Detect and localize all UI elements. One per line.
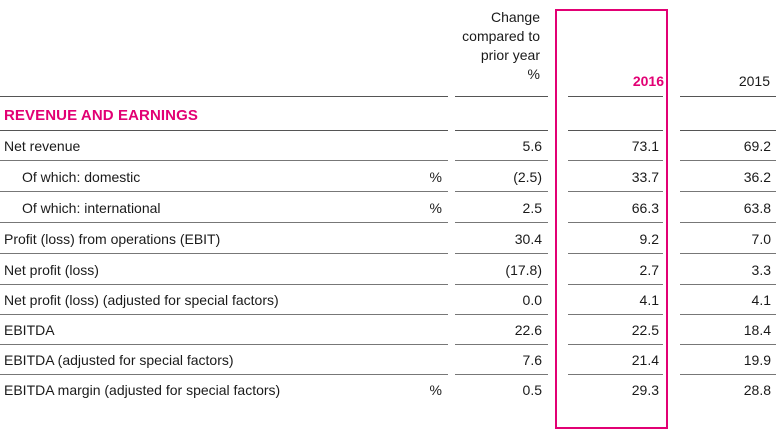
table-row: Net revenue 5.6 73.1 69.2 [0, 131, 776, 161]
row-value-2016: 22.5 [631, 322, 659, 338]
row-change: (2.5) [513, 169, 542, 185]
row-rule [455, 314, 548, 315]
row-rule [0, 253, 448, 254]
row-rule [568, 191, 663, 192]
row-value-2016: 4.1 [639, 292, 659, 308]
header-rule [680, 96, 776, 97]
row-rule [0, 374, 448, 375]
row-label: Net profit (loss) (adjusted for special … [4, 292, 279, 308]
row-value-2016: 9.2 [639, 231, 659, 247]
row-value-2016: 29.3 [631, 382, 659, 398]
row-rule [680, 284, 776, 285]
row-rule [0, 284, 448, 285]
row-label: Net revenue [4, 138, 81, 154]
row-label: EBITDA (adjusted for special factors) [4, 352, 234, 368]
row-value-2016: 2.7 [639, 262, 659, 278]
row-rule [568, 160, 663, 161]
row-value-2015: 63.8 [743, 200, 771, 216]
row-rule [568, 222, 663, 223]
row-rule [455, 284, 548, 285]
row-rule [680, 344, 776, 345]
header-rule [0, 96, 448, 97]
row-rule [568, 284, 663, 285]
section-rule [680, 130, 776, 131]
row-rule [680, 191, 776, 192]
table-row: Net profit (loss) (17.8) 2.7 3.3 [0, 255, 776, 285]
row-rule [680, 160, 776, 161]
row-change: 30.4 [514, 231, 542, 247]
row-value-2015: 28.8 [743, 382, 771, 398]
row-value-2016: 73.1 [631, 138, 659, 154]
row-rule [680, 374, 776, 375]
table-row: EBITDA (adjusted for special factors) 7.… [0, 345, 776, 375]
row-value-2016: 21.4 [631, 352, 659, 368]
row-rule [680, 222, 776, 223]
row-label: Of which: domestic [22, 169, 141, 185]
financial-table: Change compared to prior year % 2016 201… [0, 8, 776, 429]
header-change-line: compared to [462, 28, 540, 44]
section-rule [455, 130, 548, 131]
row-unit: % [429, 169, 442, 185]
row-value-2015: 4.1 [751, 292, 771, 308]
header-change-line: % [527, 66, 540, 82]
table-row: Profit (loss) from operations (EBIT) 30.… [0, 224, 776, 254]
table-row: Of which: international % 2.5 66.3 63.8 [0, 193, 776, 223]
row-rule [0, 222, 448, 223]
row-label: EBITDA [4, 322, 55, 338]
row-change: 2.5 [522, 200, 542, 216]
row-label: Of which: international [22, 200, 161, 216]
row-label: EBITDA margin (adjusted for special fact… [4, 382, 281, 398]
row-rule [680, 314, 776, 315]
header-year-2015: 2015 [738, 73, 770, 89]
row-value-2015: 36.2 [743, 169, 771, 185]
row-rule [568, 253, 663, 254]
row-rule [0, 344, 448, 345]
row-change: 5.6 [522, 138, 542, 154]
section-rule [568, 130, 663, 131]
row-change: 7.6 [522, 352, 542, 368]
row-label: Profit (loss) from operations (EBIT) [4, 231, 221, 247]
current-year-highlight-box [555, 9, 668, 429]
row-rule [680, 253, 776, 254]
row-change: (17.8) [505, 262, 542, 278]
section-rule [0, 130, 448, 131]
row-value-2015: 69.2 [743, 138, 771, 154]
table-row: EBITDA margin (adjusted for special fact… [0, 375, 776, 405]
header-change: Change compared to prior year % [440, 8, 540, 84]
row-rule [568, 344, 663, 345]
row-value-2015: 19.9 [743, 352, 771, 368]
row-unit: % [429, 382, 442, 398]
row-rule [455, 253, 548, 254]
row-rule [568, 374, 663, 375]
row-label: Net profit (loss) [4, 262, 99, 278]
row-value-2016: 66.3 [631, 200, 659, 216]
row-rule [568, 314, 663, 315]
row-value-2015: 3.3 [751, 262, 771, 278]
row-rule [0, 160, 448, 161]
row-rule [455, 160, 548, 161]
row-rule [455, 191, 548, 192]
row-value-2015: 7.0 [751, 231, 771, 247]
row-change: 0.0 [522, 292, 542, 308]
row-unit: % [429, 200, 442, 216]
row-change: 22.6 [514, 322, 542, 338]
row-rule [455, 374, 548, 375]
section-title: REVENUE AND EARNINGS [4, 107, 198, 124]
row-value-2016: 33.7 [631, 169, 659, 185]
header-year-2016: 2016 [632, 73, 664, 89]
row-change: 0.5 [522, 382, 542, 398]
header-change-line: Change [490, 9, 540, 25]
row-value-2015: 18.4 [743, 322, 771, 338]
row-rule [0, 314, 448, 315]
row-rule [455, 344, 548, 345]
header-rule [568, 96, 663, 97]
header-change-line: prior year [480, 47, 540, 63]
row-rule [0, 191, 448, 192]
header-rule [455, 96, 548, 97]
table-row: Of which: domestic % (2.5) 33.7 36.2 [0, 162, 776, 192]
table-row: Net profit (loss) (adjusted for special … [0, 285, 776, 315]
table-row: EBITDA 22.6 22.5 18.4 [0, 315, 776, 345]
row-rule [455, 222, 548, 223]
